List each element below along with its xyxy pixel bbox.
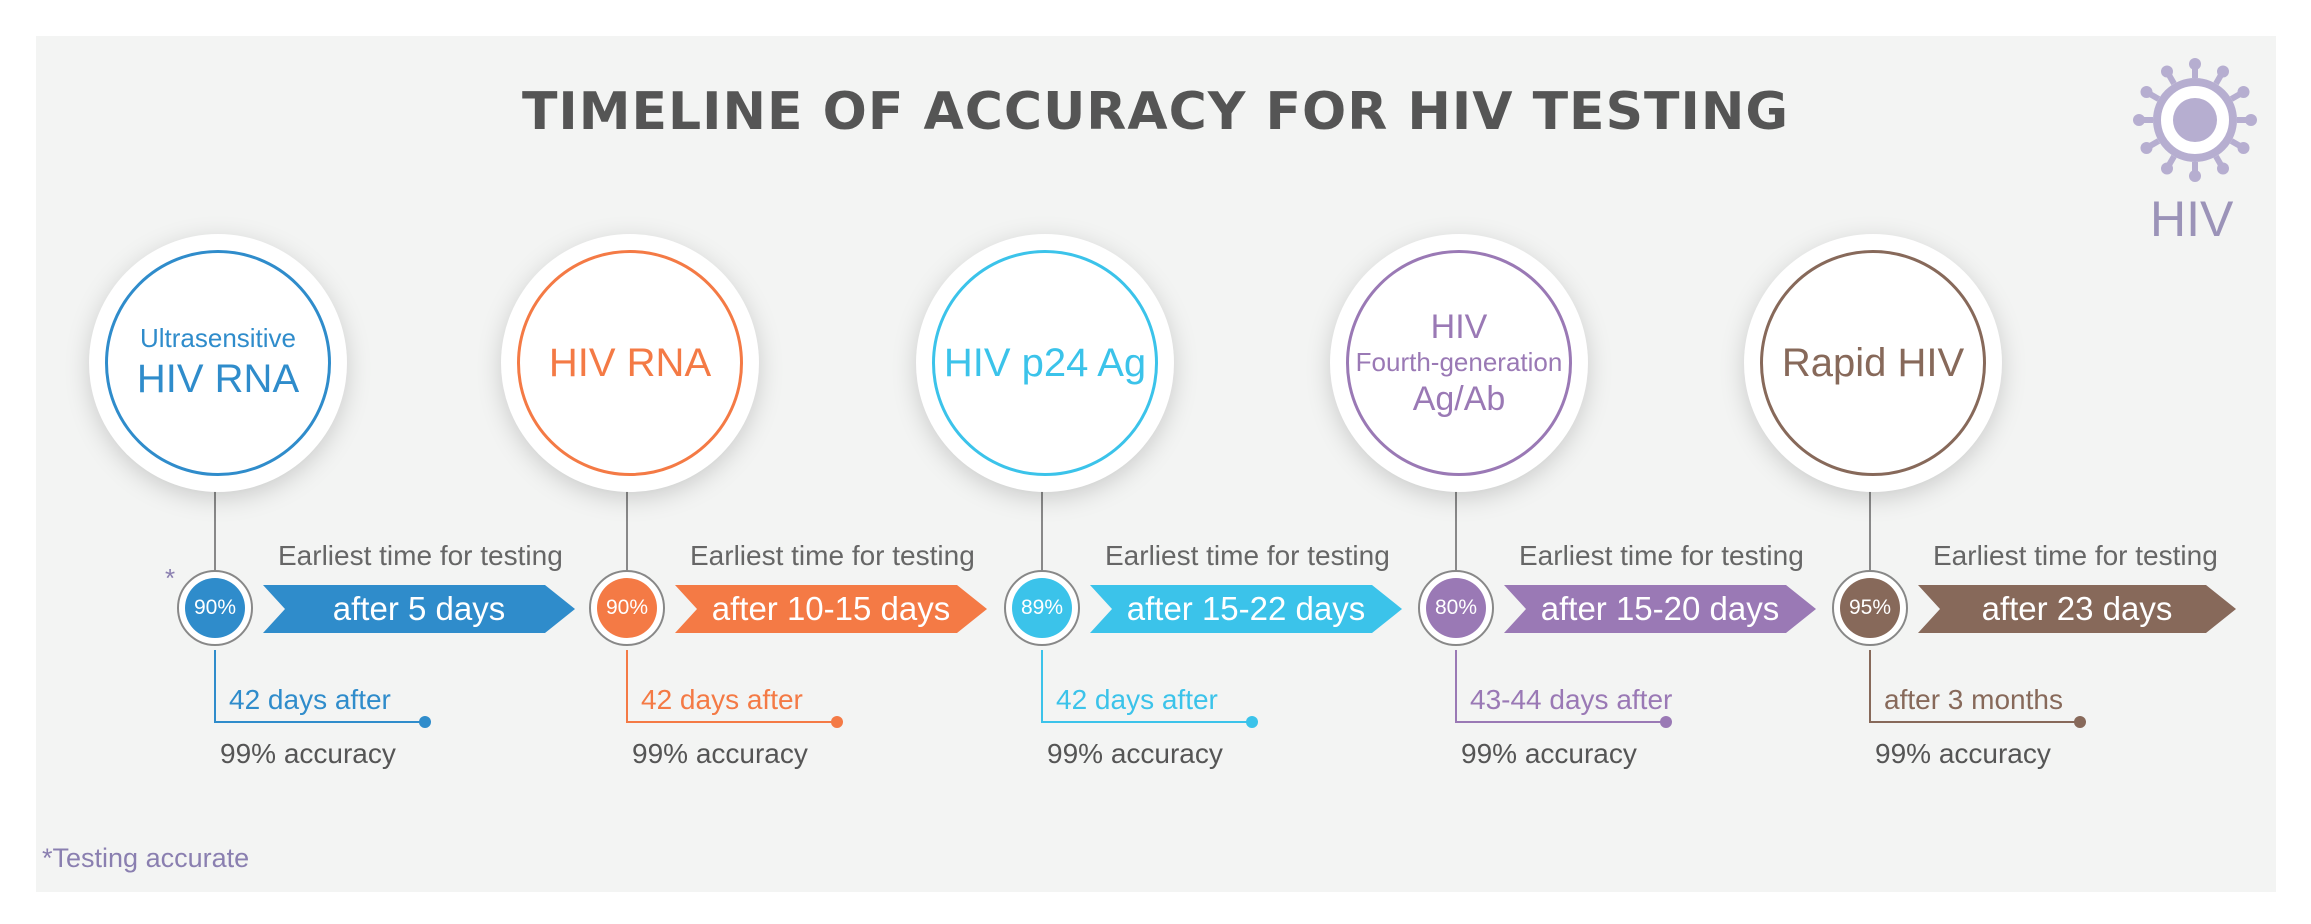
- earliest-time-arrow: after 10-15 days: [675, 585, 987, 633]
- connector-bottom: [1041, 650, 1252, 723]
- footnote-marker: *: [165, 563, 176, 593]
- full-accuracy-time: 43-44 days after: [1470, 684, 1673, 715]
- virus-icon: [2133, 58, 2257, 182]
- connector-bottom: [1455, 650, 1666, 723]
- full-accuracy-value: 99% accuracy: [632, 738, 808, 769]
- earliest-time-arrow: after 5 days: [263, 585, 575, 633]
- full-accuracy-time: 42 days after: [1056, 684, 1218, 715]
- full-accuracy-time: after 3 months: [1884, 684, 2063, 715]
- connector-bottom: [214, 650, 425, 723]
- connector-dot: [2074, 716, 2086, 728]
- earliest-time-label: Earliest time for testing: [1933, 540, 2218, 571]
- full-accuracy-value: 99% accuracy: [1461, 738, 1637, 769]
- initial-accuracy-badge: 89%: [1012, 578, 1072, 638]
- test-name-line: Fourth-generation: [1355, 347, 1563, 378]
- page-title: TIMELINE OF ACCURACY FOR HIV TESTING: [521, 82, 1790, 142]
- connector-dot: [419, 716, 431, 728]
- full-accuracy-value: 99% accuracy: [1875, 738, 2051, 769]
- test-name-line: HIV: [1430, 307, 1488, 346]
- full-accuracy-value: 99% accuracy: [1047, 738, 1223, 769]
- initial-accuracy-badge: 95%: [1840, 578, 1900, 638]
- connector-dot: [831, 716, 843, 728]
- test-name-line: Ultrasensitive: [139, 323, 297, 354]
- test-name-line: Rapid HIV: [1781, 341, 1965, 385]
- hiv-logo-label: HIV: [2150, 191, 2234, 247]
- test-bubble-hiv-p24-ag: HIV p24 Ag: [932, 250, 1158, 476]
- earliest-time-arrow: after 15-20 days: [1504, 585, 1816, 633]
- earliest-time-label: Earliest time for testing: [1519, 540, 1804, 571]
- connector-bottom: [626, 650, 837, 723]
- earliest-time-arrow: after 23 days: [1918, 585, 2236, 633]
- full-accuracy-time: 42 days after: [229, 684, 391, 715]
- test-name-line: HIV p24 Ag: [943, 341, 1147, 385]
- earliest-time-label: Earliest time for testing: [278, 540, 563, 571]
- test-bubble-ultrasensitive-hiv-rna: Ultrasensitive HIV RNA: [105, 250, 331, 476]
- footnote-text: Testing accurate: [52, 843, 250, 873]
- connector-dot: [1246, 716, 1258, 728]
- initial-accuracy-badge: 90%: [185, 578, 245, 638]
- initial-accuracy-badge: 80%: [1426, 578, 1486, 638]
- earliest-time-label: Earliest time for testing: [690, 540, 975, 571]
- test-bubble-rapid-hiv: Rapid HIV: [1760, 250, 1986, 476]
- test-name-line: HIV RNA: [136, 356, 300, 401]
- test-bubble-hiv-fourth-generation: HIV Fourth-generation Ag/Ab: [1346, 250, 1572, 476]
- test-name-line: Ag/Ab: [1412, 379, 1506, 418]
- footnote: *Testing accurate: [42, 843, 249, 874]
- connector-bottom: [1869, 650, 2080, 723]
- connector-dot: [1660, 716, 1672, 728]
- full-accuracy-value: 99% accuracy: [220, 738, 396, 769]
- full-accuracy-time: 42 days after: [641, 684, 803, 715]
- initial-accuracy-badge: 90%: [597, 578, 657, 638]
- earliest-time-label: Earliest time for testing: [1105, 540, 1390, 571]
- earliest-time-arrow: after 15-22 days: [1090, 585, 1402, 633]
- test-name-line: HIV RNA: [548, 341, 712, 385]
- test-bubble-hiv-rna: HIV RNA: [517, 250, 743, 476]
- footnote-asterisk: *: [42, 843, 53, 873]
